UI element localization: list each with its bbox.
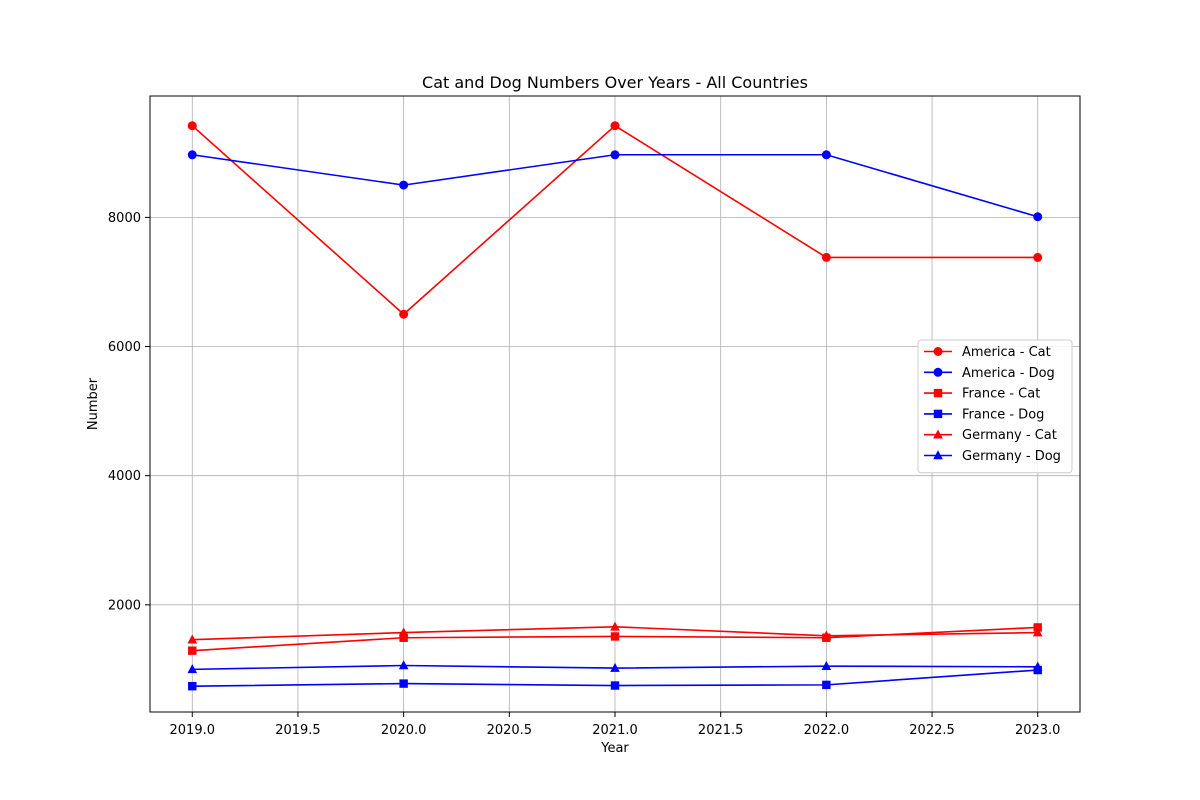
data-point-circle <box>610 150 620 160</box>
x-tick-label: 2019.5 <box>275 723 321 738</box>
data-point-circle <box>399 180 409 190</box>
chart-title: Cat and Dog Numbers Over Years - All Cou… <box>422 73 808 92</box>
legend-item: Germany - Cat <box>924 428 1057 443</box>
legend-item: America - Dog <box>924 366 1055 381</box>
legend-label: France - Cat <box>962 387 1040 402</box>
data-point-triangle <box>821 630 832 640</box>
legend-label: France - Dog <box>962 407 1044 422</box>
data-point-square <box>188 681 197 691</box>
data-point-square <box>822 680 831 690</box>
legend-item: America - Cat <box>924 345 1051 360</box>
data-point-triangle <box>1032 627 1043 637</box>
x-tick-label: 2023.0 <box>1015 723 1061 738</box>
data-point-triangle <box>398 627 409 637</box>
x-tick-label: 2019.0 <box>170 723 216 738</box>
data-point-circle <box>1033 212 1043 222</box>
data-point-triangle <box>1032 661 1043 671</box>
series-0 <box>187 121 1043 319</box>
data-point-circle <box>399 309 409 319</box>
data-point-triangle <box>821 660 832 670</box>
data-point-triangle <box>187 664 198 674</box>
legend-marker <box>933 450 943 460</box>
legend-marker <box>933 388 943 398</box>
x-axis: 2019.0 2019.5 2020.0 2020.5 2021.0 2021.5 2022… <box>170 712 1061 738</box>
x-tick-label: 2020.5 <box>487 723 533 738</box>
x-tick-label: 2021.0 <box>592 723 638 738</box>
data-point-triangle <box>187 634 198 644</box>
y-tick-label: 4000 <box>108 469 141 484</box>
legend-label: Germany - Cat <box>962 428 1057 443</box>
x-tick-label: 2022.5 <box>909 723 955 738</box>
y-tick-label: 8000 <box>108 211 141 226</box>
y-tick-label: 6000 <box>108 340 141 355</box>
grid <box>150 96 1080 712</box>
data-point-circle <box>610 121 620 131</box>
x-tick-label: 2021.5 <box>698 723 744 738</box>
data-point-circle <box>821 150 831 160</box>
data-point-square <box>188 646 197 655</box>
data-point-triangle <box>610 621 620 631</box>
legend-box <box>917 339 1073 474</box>
series-5 <box>187 660 1043 674</box>
x-tick-label: 2022.0 <box>804 723 850 738</box>
legend-item: France - Dog <box>924 407 1044 422</box>
x-axis-label: Year <box>600 741 629 756</box>
data-point-circle <box>187 150 197 160</box>
legend-marker <box>933 367 943 377</box>
data-point-circle <box>1033 252 1043 262</box>
data-point-triangle <box>398 660 409 670</box>
y-tick-label: 2000 <box>108 598 141 613</box>
series-layer <box>187 121 1043 691</box>
data-point-circle <box>821 252 831 262</box>
data-point-square <box>399 633 408 642</box>
legend: America - Cat America - Dog France - Cat Fr… <box>917 339 1073 474</box>
legend-item: Germany - Dog <box>924 449 1061 464</box>
y-axis: 2000 4000 6000 8000 <box>108 211 150 613</box>
legend-marker <box>933 429 943 439</box>
data-point-circle <box>187 121 197 131</box>
data-point-square <box>610 681 620 690</box>
y-axis-label: Number <box>86 377 101 430</box>
legend-label: Germany - Dog <box>962 449 1061 464</box>
data-point-triangle <box>610 662 620 672</box>
legend-label: America - Dog <box>962 366 1055 381</box>
data-point-square <box>399 679 408 688</box>
data-point-square <box>610 632 620 641</box>
legend-item: France - Cat <box>924 387 1040 402</box>
legend-marker <box>933 347 943 356</box>
series-1 <box>187 150 1043 222</box>
series-4 <box>187 621 1043 644</box>
x-tick-label: 2020.0 <box>381 723 427 738</box>
legend-marker <box>933 409 943 419</box>
legend-label: America - Cat <box>962 345 1051 360</box>
